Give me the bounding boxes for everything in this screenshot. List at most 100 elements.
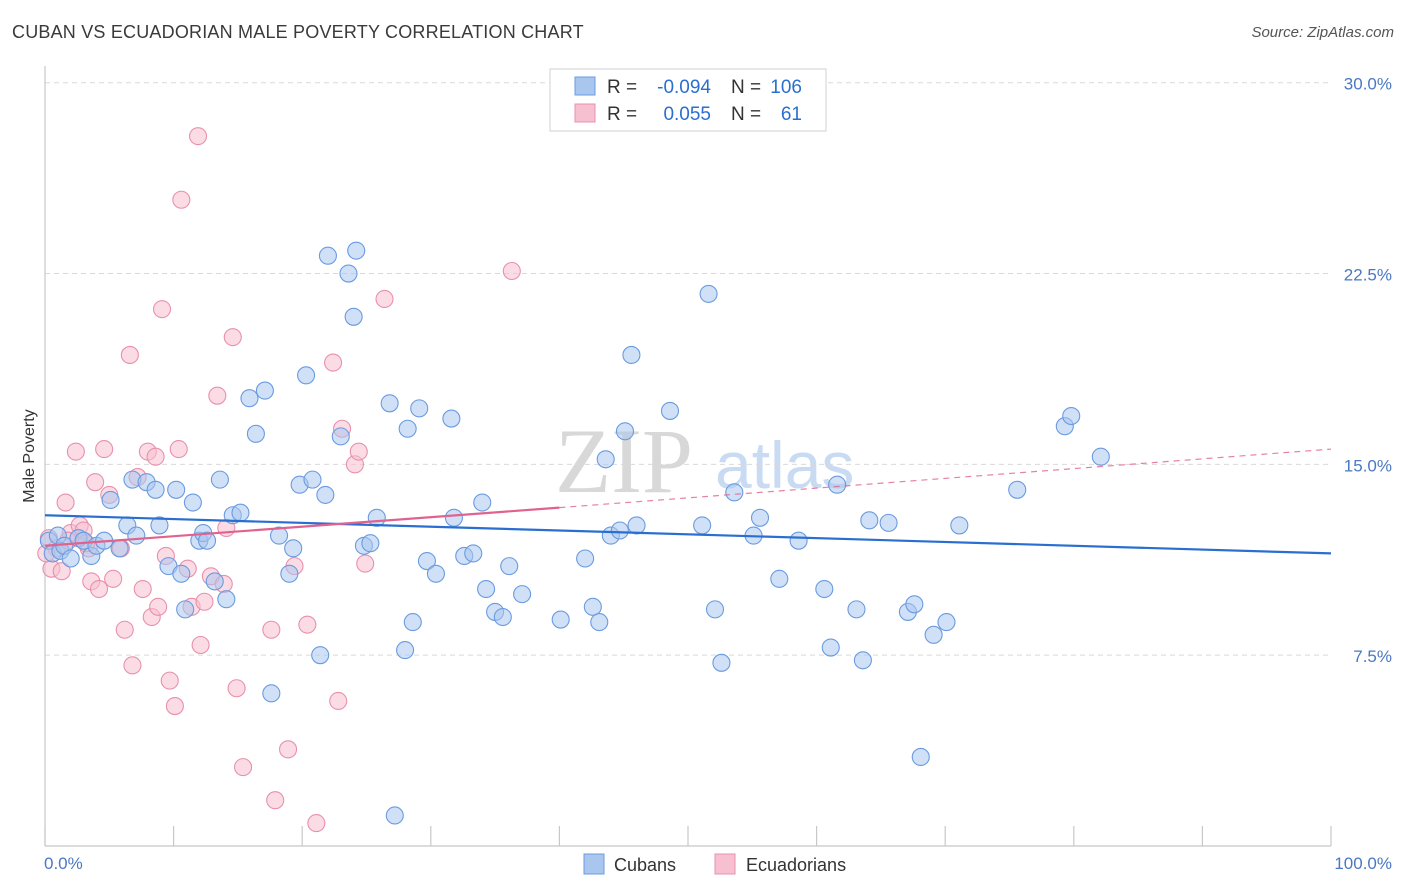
ecuadorian-point bbox=[233, 758, 253, 777]
cuban-point bbox=[231, 503, 250, 522]
cuban-point bbox=[398, 419, 417, 438]
cuban-point bbox=[815, 579, 834, 599]
cuban-point bbox=[146, 480, 165, 499]
cuban-point bbox=[61, 549, 80, 568]
cuban-point bbox=[183, 493, 202, 512]
ecuadorian-point bbox=[307, 814, 326, 833]
cuban-point bbox=[339, 264, 358, 283]
cuban-point bbox=[255, 381, 274, 400]
correlation-legend: R = -0.094 N = 106 R = 0.055 N = 61 bbox=[549, 68, 827, 132]
cuban-point bbox=[473, 493, 492, 512]
cuban-point bbox=[911, 747, 930, 767]
ecuadorian-point bbox=[227, 679, 246, 698]
ecuadorian-point bbox=[356, 554, 375, 573]
y-tick-label: 15.0% bbox=[1344, 456, 1392, 475]
cuban-point bbox=[464, 544, 483, 563]
ecuadorian-point bbox=[172, 190, 191, 209]
cuban-point bbox=[417, 551, 436, 571]
cuban-point bbox=[444, 508, 463, 527]
ecuadorian-point bbox=[266, 791, 285, 810]
ecuadorian-point bbox=[89, 579, 109, 599]
legend-r-value-ecuadorians: 0.055 bbox=[663, 104, 711, 125]
ecuadorian-point bbox=[152, 300, 172, 319]
cuban-point bbox=[622, 345, 641, 365]
cuban-point bbox=[380, 394, 399, 413]
cuban-point bbox=[297, 366, 316, 385]
cubans-trend-line bbox=[44, 514, 1332, 555]
cuban-point bbox=[396, 641, 415, 660]
legend-r-label-cubans: R = bbox=[607, 77, 637, 98]
gridlines bbox=[45, 82, 1331, 656]
legend-swatch-cubans bbox=[574, 76, 596, 96]
ecuadorian-point bbox=[66, 442, 85, 461]
cuban-point bbox=[344, 307, 363, 326]
legend-n-label-ecuadorians: N = bbox=[731, 104, 761, 125]
cuban-point bbox=[950, 516, 969, 535]
ecuadorian-point bbox=[104, 569, 123, 588]
cuban-point bbox=[270, 526, 289, 545]
ecuadorian-point bbox=[52, 562, 71, 581]
ecuadorian-point bbox=[123, 656, 142, 675]
ecuadorian-point bbox=[115, 620, 134, 639]
cuban-point bbox=[403, 613, 422, 632]
y-tick-label: 30.0% bbox=[1344, 75, 1392, 94]
cuban-point bbox=[513, 585, 532, 604]
cuban-point bbox=[847, 600, 866, 619]
series-legend: Cubans Ecuadorians bbox=[583, 853, 846, 875]
cuban-point bbox=[828, 475, 847, 494]
cuban-point bbox=[347, 241, 366, 260]
cuban-point bbox=[905, 595, 924, 614]
ecuadorian-point bbox=[146, 447, 165, 466]
ecuadorian-point bbox=[191, 635, 210, 655]
bottom-legend-swatch-cubans bbox=[583, 853, 605, 875]
chart-title: CUBAN VS ECUADORIAN MALE POVERTY CORRELA… bbox=[12, 22, 584, 42]
cuban-point bbox=[361, 534, 380, 553]
cuban-point bbox=[367, 508, 386, 527]
cuban-point bbox=[924, 625, 943, 644]
cuban-point bbox=[789, 531, 808, 550]
ecuadorian-point bbox=[502, 261, 521, 281]
cuban-point bbox=[197, 531, 217, 550]
cuban-point bbox=[217, 590, 236, 609]
cuban-point bbox=[879, 513, 898, 532]
ecuadorian-point bbox=[86, 473, 105, 492]
ecuadorians-trend-line-extension bbox=[559, 448, 1332, 509]
cuban-point bbox=[583, 597, 602, 616]
ecuadorian-point bbox=[262, 620, 281, 639]
cuban-point bbox=[1008, 480, 1027, 499]
ecuadorian-point bbox=[375, 289, 394, 309]
cuban-point bbox=[172, 564, 191, 583]
cuban-point bbox=[576, 549, 595, 568]
cuban-point bbox=[246, 424, 265, 443]
ecuadorian-point bbox=[223, 328, 242, 347]
y-tick-label: 22.5% bbox=[1344, 266, 1392, 285]
cuban-point bbox=[660, 401, 680, 420]
cuban-point bbox=[426, 564, 445, 583]
cuban-point bbox=[615, 422, 635, 441]
cuban-point bbox=[303, 470, 322, 489]
ecuadorian-point bbox=[160, 671, 179, 690]
cuban-point bbox=[750, 508, 770, 527]
y-tick-label: 7.5% bbox=[1353, 647, 1392, 666]
ecuadorian-points bbox=[37, 127, 521, 833]
bottom-legend-cubans: Cubans bbox=[614, 855, 676, 875]
cuban-point bbox=[240, 389, 259, 408]
cuban-point bbox=[610, 521, 629, 540]
ecuadorian-point bbox=[349, 442, 368, 461]
legend-n-value-cubans: 106 bbox=[770, 77, 802, 98]
y-axis-label: Male Poverty bbox=[21, 409, 38, 502]
cuban-point bbox=[210, 470, 229, 489]
ecuadorian-point bbox=[120, 345, 139, 365]
cuban-point bbox=[280, 564, 299, 583]
ecuadorian-point bbox=[329, 691, 348, 711]
cuban-point bbox=[284, 539, 303, 558]
legend-swatch-ecuadorians bbox=[574, 103, 596, 123]
cuban-point bbox=[937, 613, 956, 632]
cuban-point bbox=[205, 572, 224, 591]
cuban-point bbox=[101, 490, 120, 510]
cuban-point bbox=[590, 613, 609, 632]
cuban-point bbox=[860, 511, 879, 530]
ecuadorian-point bbox=[208, 386, 227, 405]
cuban-point bbox=[316, 485, 335, 504]
